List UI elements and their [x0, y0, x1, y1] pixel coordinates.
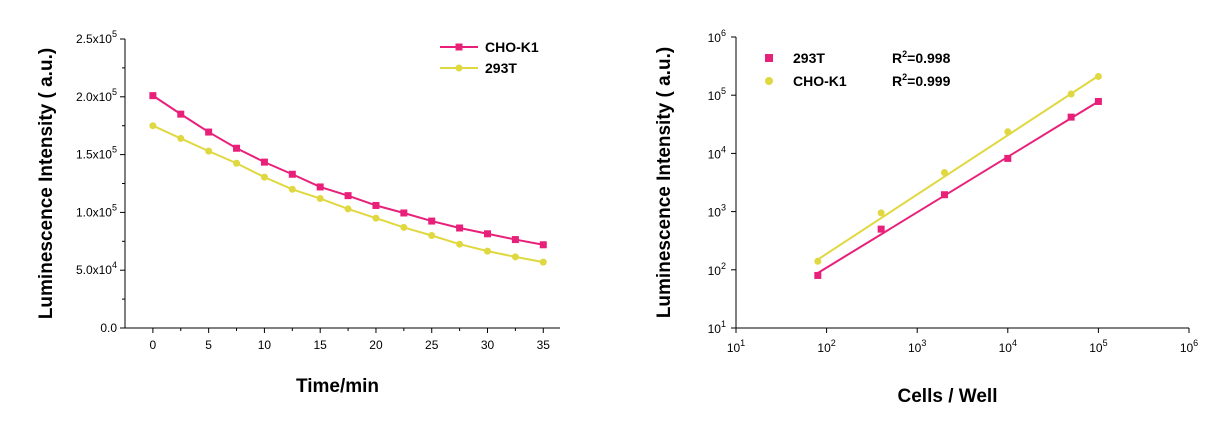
- x-axis-title: Time/min: [296, 376, 379, 397]
- data-point: [484, 247, 491, 255]
- data-point: [456, 224, 464, 232]
- data-point: [316, 195, 324, 203]
- data-point: [511, 253, 519, 261]
- data-point: [1004, 154, 1012, 162]
- data-point: [149, 122, 157, 130]
- x-tick-label: 5: [205, 338, 212, 352]
- y-tick-label: 1.0x105: [76, 202, 117, 219]
- x-tick-label: 103: [908, 338, 926, 355]
- x-axis-title: Cells / Well: [898, 386, 998, 407]
- x-tick-label: 35: [537, 338, 551, 352]
- data-point: [372, 214, 380, 222]
- y-tick-label: 2.5x105: [76, 29, 117, 46]
- legend-swatch-marker: [455, 64, 463, 72]
- data-point: [1094, 97, 1102, 105]
- legend-label: CHO-K1: [485, 39, 539, 55]
- data-point: [539, 258, 547, 266]
- data-point: [372, 201, 380, 209]
- y-tick-label: 0.0: [100, 321, 117, 335]
- fit-line: [817, 75, 1099, 261]
- data-point: [940, 168, 948, 176]
- x-tick-label: 104: [999, 338, 1017, 355]
- legend-label: 293T: [485, 60, 517, 76]
- data-point: [260, 158, 268, 166]
- y-tick-label: 101: [708, 319, 726, 336]
- data-point: [205, 147, 213, 155]
- y-tick-label: 105: [708, 86, 726, 103]
- x-tick-label: 10: [258, 338, 272, 352]
- r-squared-label: R2=0.998: [892, 49, 951, 66]
- x-tick-label: 25: [425, 338, 439, 352]
- data-point: [456, 240, 464, 248]
- series-line: [152, 94, 544, 246]
- data-point: [940, 191, 948, 199]
- data-point: [814, 257, 822, 265]
- x-tick-label: 102: [817, 338, 835, 355]
- data-point: [205, 128, 213, 136]
- data-point: [1094, 72, 1102, 80]
- x-tick-label: 30: [481, 338, 495, 352]
- data-point: [344, 205, 352, 213]
- fit-line: [817, 100, 1099, 274]
- legend-label: CHO-K1: [793, 73, 847, 89]
- x-tick-label: 15: [314, 338, 328, 352]
- y-tick-label: 5.0x104: [76, 260, 117, 277]
- data-point: [511, 236, 519, 244]
- data-point: [877, 225, 885, 233]
- data-point: [260, 173, 268, 181]
- time-decay-chart: 0 5 10 15 20 25 30 35 0.0 5.0x104 1.0x105 1.5x105 2.…: [36, 29, 560, 397]
- data-point: [288, 185, 296, 193]
- data-point: [400, 223, 408, 231]
- y-tick-label: 2.0x105: [76, 87, 117, 104]
- y-axis-title: Luminescence Intensity ( a.u.): [36, 48, 57, 319]
- data-point: [177, 134, 185, 142]
- data-point: [149, 92, 157, 100]
- r-squared-label: R2=0.999: [892, 72, 951, 89]
- data-point: [177, 110, 185, 118]
- legend-swatch-marker: [455, 43, 463, 51]
- data-point: [344, 192, 352, 200]
- y-axis-title: Luminescence Intensity ( a.u.): [654, 47, 675, 318]
- legend-swatch-marker: [765, 77, 773, 85]
- legend-swatch-marker: [765, 54, 773, 62]
- data-point: [484, 230, 491, 238]
- x-tick-label: 20: [369, 338, 383, 352]
- data-point: [233, 144, 241, 152]
- data-point: [1067, 113, 1075, 121]
- x-tick-label: 0: [150, 338, 157, 352]
- data-point: [814, 271, 822, 279]
- y-tick-label: 104: [708, 144, 726, 161]
- x-tick-label: 106: [1180, 338, 1198, 355]
- y-tick-label: 102: [708, 261, 726, 278]
- data-point: [1004, 128, 1012, 136]
- x-tick-label: 101: [727, 338, 745, 355]
- legend-label: 293T: [793, 50, 825, 66]
- data-point: [428, 217, 436, 225]
- data-point: [539, 241, 547, 249]
- data-point: [400, 209, 408, 217]
- data-point: [288, 170, 296, 178]
- y-tick-label: 106: [708, 28, 726, 45]
- x-tick-label: 105: [1089, 338, 1107, 355]
- y-tick-label: 1.5x105: [76, 145, 117, 162]
- data-point: [233, 159, 241, 167]
- data-point: [1067, 90, 1075, 98]
- data-point: [428, 232, 436, 240]
- data-point: [877, 209, 885, 217]
- cell-count-log-chart: 101 102 103 104 105 106 101 102 103 104 105 106 Cell…: [654, 28, 1198, 407]
- y-tick-label: 103: [708, 203, 726, 220]
- data-point: [316, 183, 324, 191]
